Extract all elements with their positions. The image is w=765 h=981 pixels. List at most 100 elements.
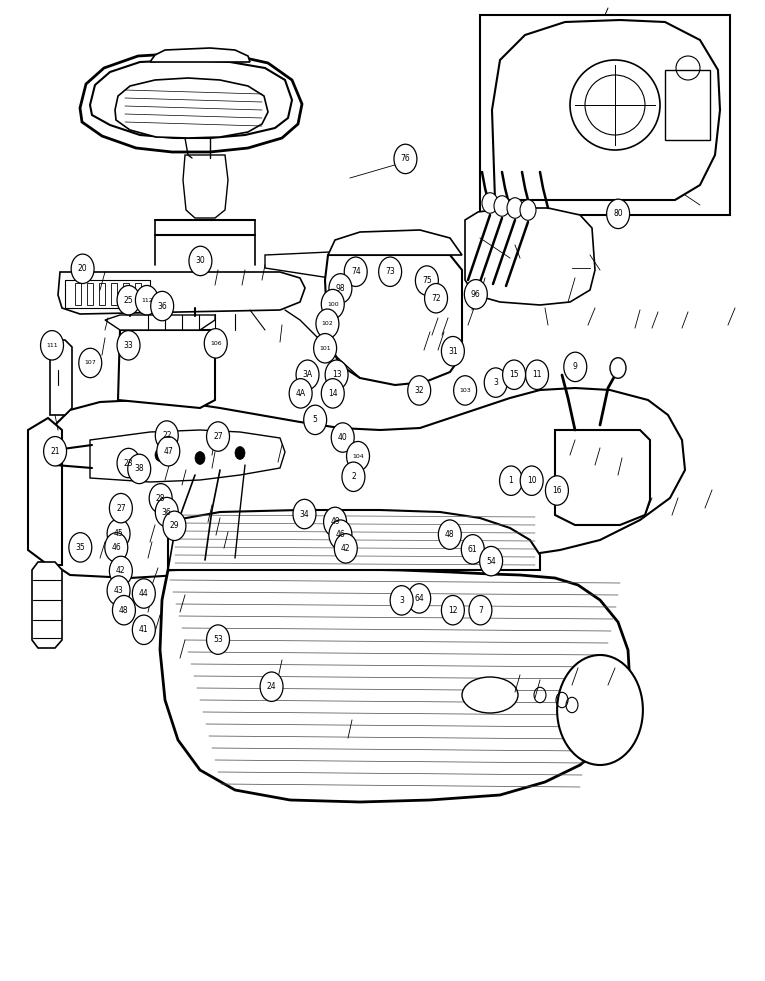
Circle shape xyxy=(296,360,319,389)
Polygon shape xyxy=(555,430,650,525)
Text: 73: 73 xyxy=(386,267,395,277)
Text: 111: 111 xyxy=(46,342,58,348)
Polygon shape xyxy=(28,418,62,565)
Polygon shape xyxy=(492,20,720,200)
Circle shape xyxy=(321,379,344,408)
Circle shape xyxy=(69,533,92,562)
Text: 10: 10 xyxy=(527,476,536,486)
Polygon shape xyxy=(50,340,72,415)
Text: 104: 104 xyxy=(352,453,364,459)
Circle shape xyxy=(157,437,180,466)
Circle shape xyxy=(132,615,155,645)
Circle shape xyxy=(425,284,448,313)
Circle shape xyxy=(107,576,130,605)
Circle shape xyxy=(415,266,438,295)
Text: 45: 45 xyxy=(114,529,123,539)
Text: 20: 20 xyxy=(78,264,87,274)
Circle shape xyxy=(342,462,365,491)
Polygon shape xyxy=(150,48,250,62)
Text: 75: 75 xyxy=(422,276,431,285)
Circle shape xyxy=(494,196,510,216)
Text: 24: 24 xyxy=(267,682,276,692)
Polygon shape xyxy=(183,155,228,218)
Polygon shape xyxy=(87,283,93,305)
Circle shape xyxy=(545,476,568,505)
Polygon shape xyxy=(123,283,129,305)
Text: 25: 25 xyxy=(124,295,133,305)
Text: 53: 53 xyxy=(213,635,223,645)
Circle shape xyxy=(379,257,402,286)
Polygon shape xyxy=(135,283,141,305)
Text: 4A: 4A xyxy=(295,388,306,398)
Text: 35: 35 xyxy=(76,542,85,552)
Circle shape xyxy=(329,520,352,549)
Polygon shape xyxy=(325,255,462,385)
Circle shape xyxy=(117,285,140,315)
Circle shape xyxy=(109,556,132,586)
Text: 13: 13 xyxy=(332,370,341,380)
Circle shape xyxy=(334,534,357,563)
Circle shape xyxy=(344,257,367,286)
Text: 107: 107 xyxy=(84,360,96,366)
Text: 46: 46 xyxy=(336,530,345,540)
Polygon shape xyxy=(465,208,595,305)
Polygon shape xyxy=(168,510,540,570)
Circle shape xyxy=(461,535,484,564)
Text: 27: 27 xyxy=(116,503,125,513)
Polygon shape xyxy=(665,70,710,140)
Text: 100: 100 xyxy=(327,301,339,307)
Text: 9: 9 xyxy=(573,362,578,372)
Circle shape xyxy=(324,507,347,537)
Text: 30: 30 xyxy=(196,256,205,266)
Text: 2: 2 xyxy=(351,472,356,482)
Polygon shape xyxy=(58,272,305,314)
Polygon shape xyxy=(90,430,285,482)
Circle shape xyxy=(71,254,94,284)
Circle shape xyxy=(484,368,507,397)
Circle shape xyxy=(155,421,178,450)
Text: 43: 43 xyxy=(114,586,123,595)
Circle shape xyxy=(464,280,487,309)
Circle shape xyxy=(520,466,543,495)
Circle shape xyxy=(314,334,337,363)
Text: 28: 28 xyxy=(156,493,165,503)
Circle shape xyxy=(607,199,630,229)
Circle shape xyxy=(390,586,413,615)
Circle shape xyxy=(235,446,245,459)
Circle shape xyxy=(441,595,464,625)
Circle shape xyxy=(321,289,344,319)
Circle shape xyxy=(469,595,492,625)
Polygon shape xyxy=(111,283,117,305)
Text: 23: 23 xyxy=(124,458,133,468)
Text: 48: 48 xyxy=(445,530,454,540)
Circle shape xyxy=(151,291,174,321)
Text: 34: 34 xyxy=(300,509,309,519)
Circle shape xyxy=(438,520,461,549)
Polygon shape xyxy=(90,60,292,138)
Text: 42: 42 xyxy=(341,543,350,553)
Text: 47: 47 xyxy=(164,446,173,456)
Text: 96: 96 xyxy=(471,289,480,299)
Text: 106: 106 xyxy=(210,340,222,346)
Polygon shape xyxy=(265,252,360,278)
Text: 3A: 3A xyxy=(302,370,313,380)
Circle shape xyxy=(325,360,348,389)
Text: 48: 48 xyxy=(119,605,129,615)
Polygon shape xyxy=(75,283,81,305)
Text: 21: 21 xyxy=(50,446,60,456)
Circle shape xyxy=(408,376,431,405)
Text: 5: 5 xyxy=(313,415,317,425)
Text: 11: 11 xyxy=(532,370,542,380)
Circle shape xyxy=(163,511,186,541)
Polygon shape xyxy=(118,330,215,408)
Polygon shape xyxy=(32,562,62,648)
Text: 42: 42 xyxy=(116,566,125,576)
Circle shape xyxy=(105,533,128,562)
Text: 49: 49 xyxy=(330,517,340,527)
Text: 16: 16 xyxy=(552,486,562,495)
Text: 61: 61 xyxy=(468,544,477,554)
Text: 54: 54 xyxy=(487,556,496,566)
Circle shape xyxy=(441,336,464,366)
Circle shape xyxy=(109,493,132,523)
Text: 27: 27 xyxy=(213,432,223,441)
